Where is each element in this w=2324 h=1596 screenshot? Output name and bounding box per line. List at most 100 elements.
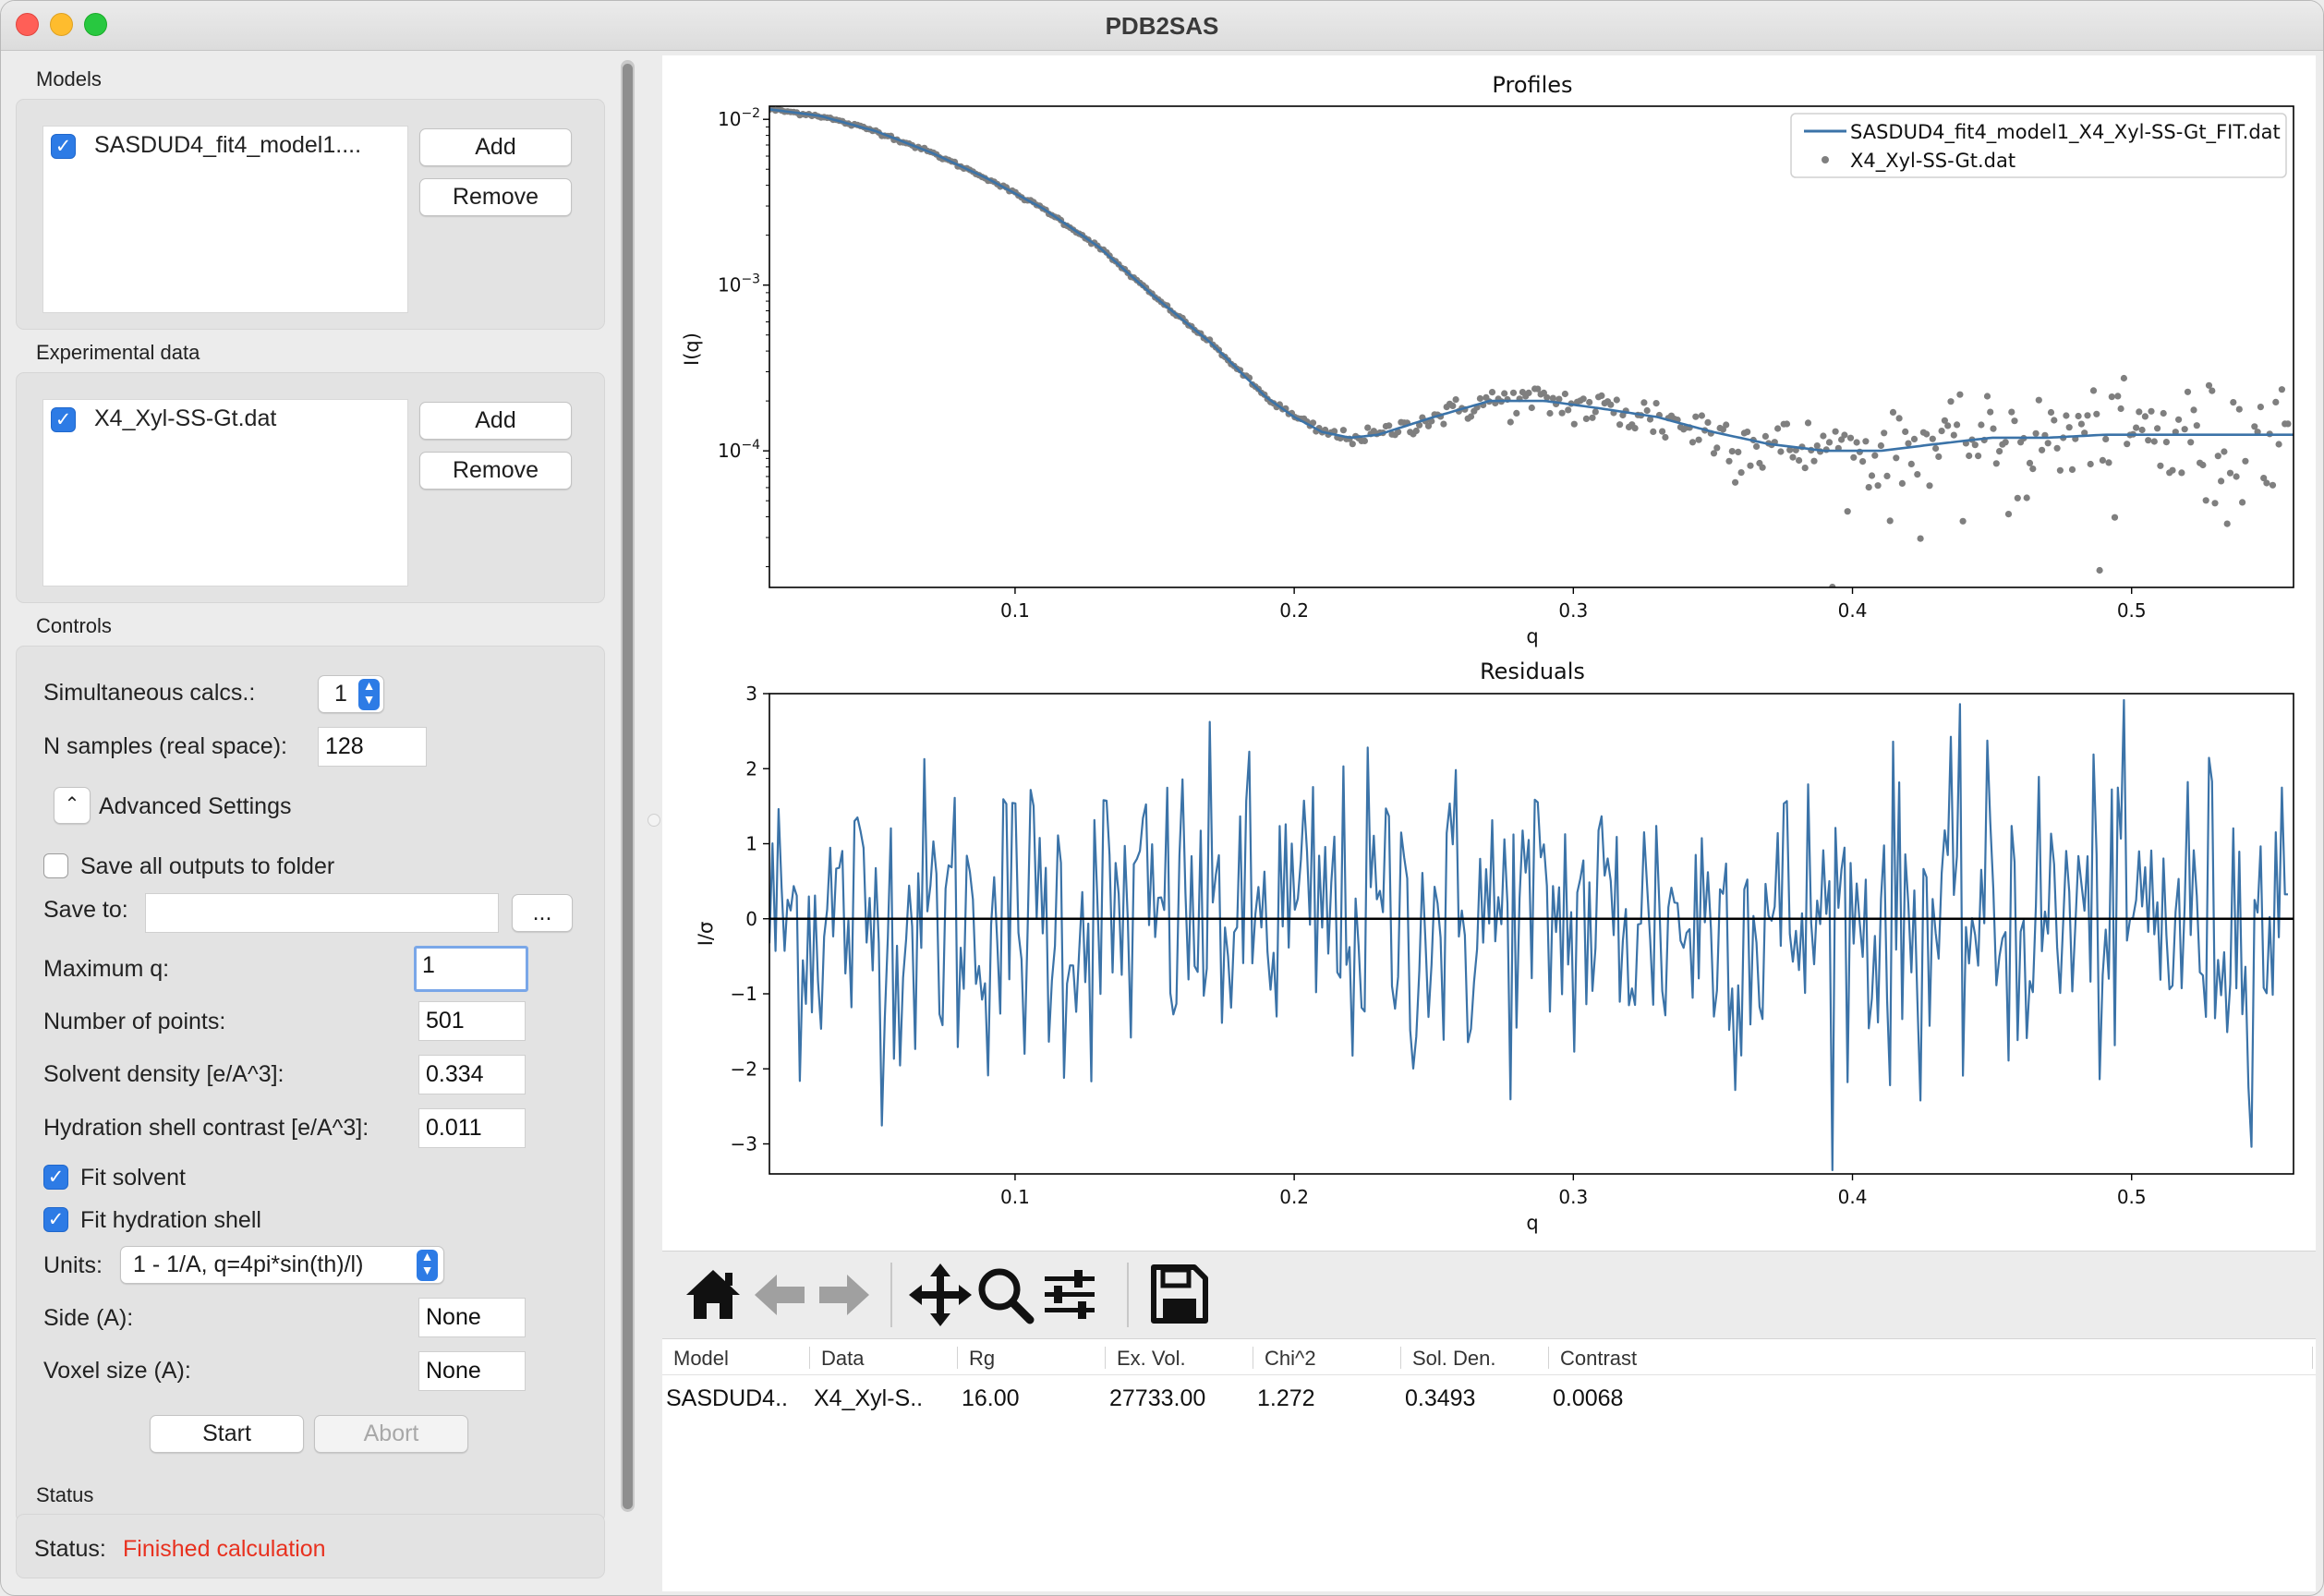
model-item-checkbox[interactable]: ✓ bbox=[51, 134, 76, 159]
cell-data[interactable]: X4_Xyl-S.. bbox=[814, 1385, 924, 1411]
add-model-button[interactable]: Add bbox=[419, 128, 572, 166]
data-point bbox=[1698, 412, 1705, 419]
voxel-label: Voxel size (A): bbox=[43, 1358, 191, 1384]
cell-rg[interactable]: 16.00 bbox=[962, 1385, 1020, 1411]
column-header-data[interactable]: Data bbox=[821, 1347, 865, 1370]
side-input[interactable]: None bbox=[418, 1298, 526, 1337]
splitter-handle[interactable] bbox=[648, 814, 660, 827]
models-list[interactable]: ✓ SASDUD4_fit4_model1.... bbox=[42, 126, 408, 313]
advanced-settings-toggle[interactable]: ⌃ bbox=[54, 787, 91, 824]
units-select[interactable]: 1 - 1/A, q=4pi*sin(th)/l) ▲ ▼ bbox=[120, 1246, 444, 1284]
cell-model[interactable]: SASDUD4.. bbox=[666, 1385, 788, 1411]
data-point bbox=[2096, 566, 2103, 574]
close-window-button[interactable] bbox=[16, 13, 39, 36]
spinner-arrows-icon[interactable]: ▲ ▼ bbox=[358, 679, 380, 710]
forward-arrow-icon[interactable] bbox=[808, 1258, 880, 1332]
legend-fit-label: SASDUD4_fit4_model1_X4_Xyl-SS-Gt_FIT.dat bbox=[1850, 121, 2281, 144]
data-point bbox=[1804, 419, 1812, 427]
data-point bbox=[1987, 408, 1994, 416]
column-header-chi2[interactable]: Chi^2 bbox=[1265, 1347, 1316, 1370]
data-point bbox=[1783, 420, 1791, 428]
voxel-input[interactable]: None bbox=[418, 1351, 526, 1391]
save-to-input[interactable] bbox=[145, 893, 499, 933]
start-button[interactable]: Start bbox=[150, 1415, 304, 1453]
column-header-rg[interactable]: Rg bbox=[969, 1347, 996, 1370]
browse-folder-button[interactable]: ... bbox=[512, 894, 573, 932]
data-point bbox=[1938, 428, 1945, 435]
profiles-plot[interactable]: Profiles 0.1 0.2 0.3 0.4 0.5 10−210−310−4 q … bbox=[681, 72, 2294, 647]
experimental-list[interactable]: ✓ X4_Xyl-SS-Gt.dat bbox=[42, 399, 408, 586]
zoom-window-button[interactable] bbox=[84, 13, 107, 36]
data-point bbox=[1914, 471, 1921, 478]
column-header-contrast[interactable]: Contrast bbox=[1560, 1347, 1638, 1370]
model-item-label[interactable]: SASDUD4_fit4_model1.... bbox=[94, 132, 362, 158]
data-point bbox=[1789, 453, 1797, 461]
models-section-label: Models bbox=[36, 67, 102, 91]
column-separator bbox=[809, 1347, 810, 1369]
column-header-model[interactable]: Model bbox=[673, 1347, 729, 1370]
data-point bbox=[1971, 441, 1979, 449]
data-point bbox=[1452, 396, 1459, 404]
save-all-checkbox[interactable] bbox=[43, 853, 68, 878]
cell-chi2[interactable]: 1.272 bbox=[1257, 1385, 1315, 1411]
nsamples-input[interactable]: 128 bbox=[318, 727, 427, 767]
status-label: Status: bbox=[34, 1536, 106, 1562]
npoints-label: Number of points: bbox=[43, 1009, 226, 1034]
abort-button[interactable]: Abort bbox=[314, 1415, 468, 1453]
left-panel-scrollbar[interactable] bbox=[621, 60, 635, 1512]
data-item-label[interactable]: X4_Xyl-SS-Gt.dat bbox=[94, 405, 277, 431]
scrollbar-thumb[interactable] bbox=[623, 64, 633, 1509]
data-point bbox=[1956, 391, 1964, 398]
x-tick-label: 0.3 bbox=[1558, 1186, 1588, 1208]
save-to-label: Save to: bbox=[43, 897, 128, 923]
data-point bbox=[2138, 426, 2146, 434]
simultaneous-calcs-spinbox[interactable]: 1 ▲ ▼ bbox=[318, 675, 384, 713]
data-point bbox=[2162, 439, 2170, 446]
data-point bbox=[2120, 374, 2127, 382]
profiles-title: Profiles bbox=[1492, 72, 1572, 98]
data-point bbox=[1543, 393, 1551, 401]
remove-data-button[interactable]: Remove bbox=[419, 452, 572, 490]
data-point bbox=[2242, 457, 2249, 465]
fit-solvent-checkbox[interactable]: ✓ bbox=[43, 1165, 68, 1190]
fit-hydration-checkbox[interactable]: ✓ bbox=[43, 1207, 68, 1232]
data-point bbox=[1777, 448, 1785, 455]
column-separator bbox=[957, 1347, 958, 1369]
matplotlib-canvas[interactable]: Profiles 0.1 0.2 0.3 0.4 0.5 10−210−310−4 q … bbox=[662, 55, 2316, 1251]
solvent-density-input[interactable]: 0.334 bbox=[418, 1055, 526, 1094]
remove-model-button[interactable]: Remove bbox=[419, 178, 572, 216]
save-icon[interactable] bbox=[1143, 1258, 1215, 1332]
pan-icon[interactable] bbox=[904, 1258, 976, 1332]
select-arrows-icon[interactable]: ▲ ▼ bbox=[417, 1250, 438, 1281]
home-icon[interactable] bbox=[677, 1258, 749, 1332]
column-header-sol-den[interactable]: Sol. Den. bbox=[1412, 1347, 1496, 1370]
minimize-window-button[interactable] bbox=[50, 13, 73, 36]
data-point bbox=[2111, 514, 2119, 521]
data-item-checkbox[interactable]: ✓ bbox=[51, 407, 76, 432]
maxq-input[interactable]: 1 bbox=[414, 946, 528, 992]
data-point bbox=[2205, 381, 2213, 389]
cell-contrast[interactable]: 0.0068 bbox=[1553, 1385, 1624, 1411]
npoints-input[interactable]: 501 bbox=[418, 1001, 526, 1041]
data-point bbox=[1488, 389, 1496, 396]
fit-line bbox=[769, 108, 2294, 453]
data-point bbox=[2202, 497, 2209, 504]
back-arrow-icon[interactable] bbox=[744, 1258, 816, 1332]
data-point bbox=[1631, 425, 1639, 432]
residuals-plot[interactable]: Residuals 0.1 0.2 0.3 0.4 0.5 3 2 1 0 −1 −2 −3 q I… bbox=[695, 659, 2294, 1234]
column-header-ex-vol[interactable]: Ex. Vol. bbox=[1117, 1347, 1186, 1370]
cell-sol-den[interactable]: 0.3493 bbox=[1405, 1385, 1476, 1411]
y-tick-label: 10−2 bbox=[718, 106, 760, 130]
zoom-icon[interactable] bbox=[969, 1258, 1041, 1332]
data-point bbox=[1689, 439, 1697, 446]
data-point bbox=[1501, 390, 1508, 397]
data-point bbox=[1582, 415, 1590, 422]
configure-subplots-icon[interactable] bbox=[1034, 1258, 1106, 1332]
data-point bbox=[1881, 429, 1888, 437]
cell-ex-vol[interactable]: 27733.00 bbox=[1109, 1385, 1206, 1411]
results-table[interactable]: Model Data Rg Ex. Vol. Chi^2 Sol. Den. C… bbox=[662, 1338, 2316, 1591]
data-point bbox=[2260, 475, 2268, 482]
add-data-button[interactable]: Add bbox=[419, 402, 572, 440]
hydration-contrast-input[interactable]: 0.011 bbox=[418, 1108, 526, 1148]
chevron-up-icon: ⌃ bbox=[64, 794, 80, 815]
